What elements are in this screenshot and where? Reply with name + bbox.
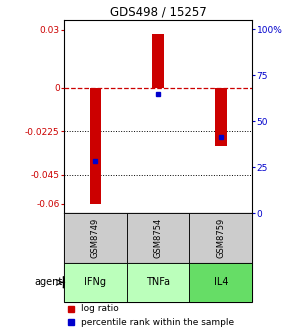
Text: TNFa: TNFa bbox=[146, 277, 170, 287]
Bar bbox=[153, 34, 164, 88]
Bar bbox=[64, 213, 127, 263]
Bar bbox=[127, 263, 189, 302]
Bar bbox=[64, 263, 127, 302]
Text: agent: agent bbox=[34, 277, 63, 287]
Bar bbox=[189, 263, 252, 302]
Text: percentile rank within the sample: percentile rank within the sample bbox=[81, 318, 234, 327]
Bar bbox=[215, 88, 226, 146]
Text: IL4: IL4 bbox=[214, 277, 228, 287]
Text: GSM8749: GSM8749 bbox=[91, 218, 100, 258]
Text: IFNg: IFNg bbox=[84, 277, 106, 287]
Text: log ratio: log ratio bbox=[81, 304, 119, 313]
Text: GSM8759: GSM8759 bbox=[216, 218, 225, 258]
Title: GDS498 / 15257: GDS498 / 15257 bbox=[110, 6, 206, 19]
Bar bbox=[127, 213, 189, 263]
Text: GSM8754: GSM8754 bbox=[153, 218, 163, 258]
Bar bbox=[189, 213, 252, 263]
Bar bbox=[90, 88, 101, 204]
